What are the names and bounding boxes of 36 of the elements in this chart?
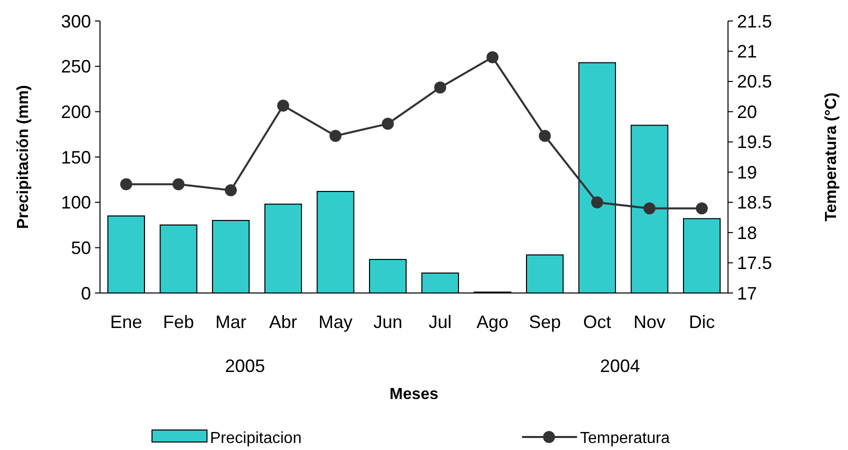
y-tick-label: 200 [60, 102, 91, 122]
x-tick-label: Dic [688, 312, 715, 332]
y-tick-label: 250 [60, 56, 91, 77]
x-tick-label: Nov [633, 312, 666, 332]
x-tick-label: Feb [162, 312, 194, 332]
y2-tick-label: 19.5 [737, 132, 772, 152]
x-tick-label: Oct [583, 312, 612, 332]
x-tick-label: Ene [110, 312, 142, 332]
y2-tick-label: 20.5 [737, 72, 772, 92]
y2-tick-label: 18.5 [737, 192, 772, 213]
x-tick-label: Jun [373, 312, 402, 332]
y2-tick-label: 20 [737, 102, 758, 122]
y-tick-label: 300 [60, 11, 91, 32]
legend-label: Temperatura [580, 430, 670, 447]
x-tick-label: Sep [528, 312, 561, 332]
y-tick-label: 0 [80, 283, 91, 304]
y2-tick-label: 21 [737, 42, 758, 62]
y-axis-title: Precipitación (mm) [15, 84, 32, 230]
y-tick-label: 100 [60, 192, 91, 213]
y2-tick-label: 17 [737, 283, 758, 304]
x-tick-label: Ago [476, 312, 509, 332]
y2-tick-label: 18 [737, 222, 758, 243]
y-tick-label: 150 [60, 147, 91, 168]
y2-tick-label: 19 [737, 162, 758, 182]
x-axis-title: Meses [390, 386, 439, 403]
x-tick-label: May [318, 312, 353, 332]
y2-tick-label: 21.5 [737, 11, 772, 32]
text: 2004 [600, 356, 640, 376]
x-tick-label: Abr [269, 312, 298, 332]
legend-label: Precipitacion [210, 430, 302, 447]
y-tick-label: 50 [70, 238, 91, 258]
y2-axis-title: Temperatura (°C) [823, 92, 840, 222]
x-tick-label: Mar [215, 312, 246, 332]
text: 2005 [224, 356, 266, 376]
x-tick-label: Jul [428, 312, 452, 332]
y2-tick-label: 17.5 [737, 253, 772, 274]
